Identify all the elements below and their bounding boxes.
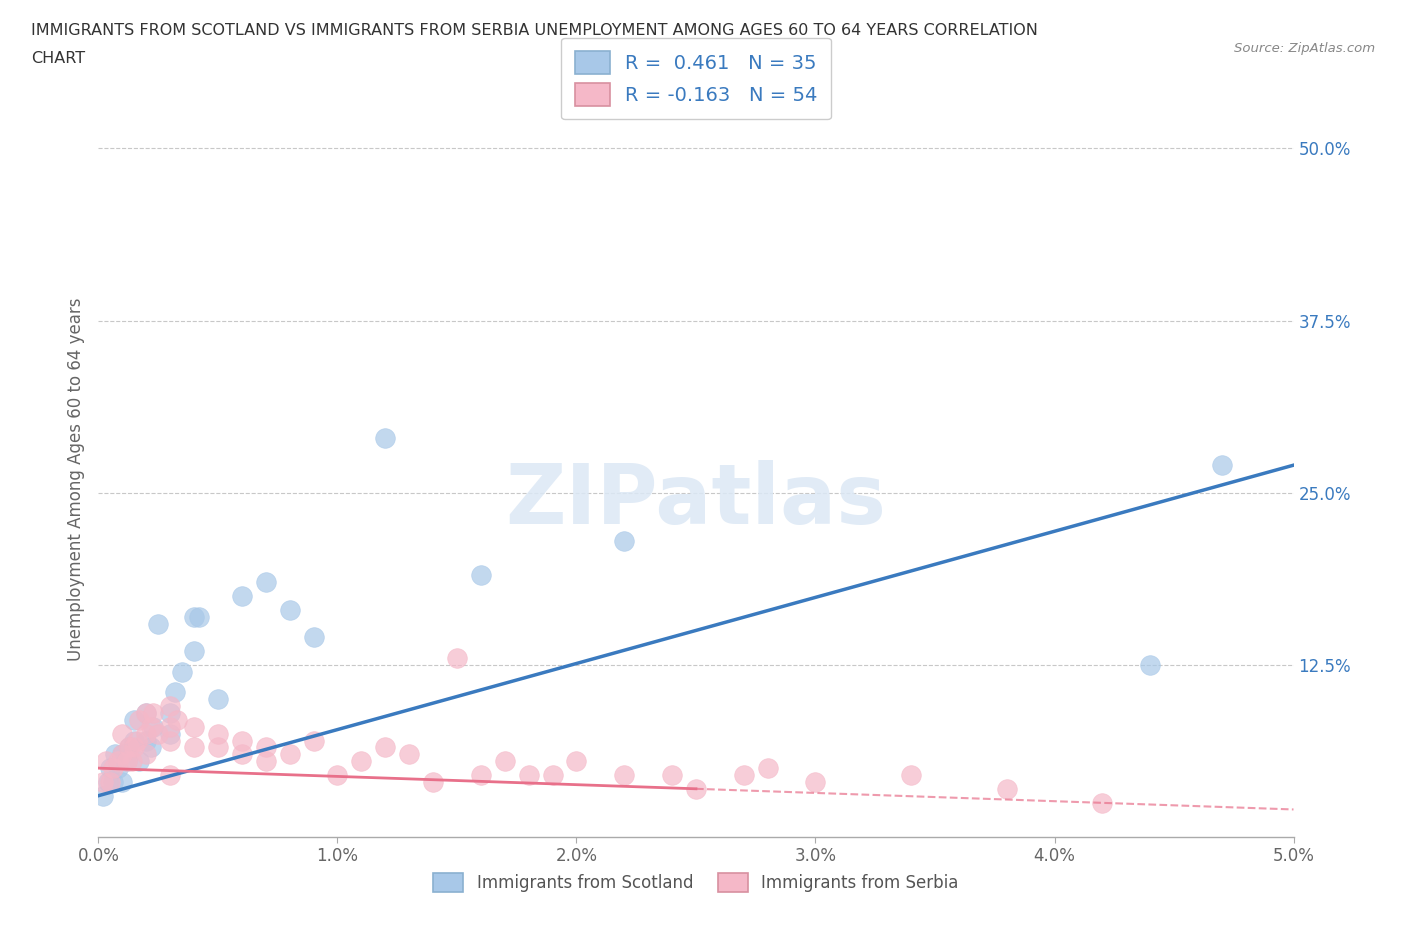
Point	[135, 726, 157, 741]
Point	[104, 747, 127, 762]
Point	[422, 775, 444, 790]
Point	[124, 740, 146, 755]
Point	[374, 431, 396, 445]
Text: ZIPatlas: ZIPatlas	[506, 460, 886, 541]
Point	[302, 630, 325, 644]
Point	[207, 726, 229, 741]
Point	[326, 767, 349, 782]
Point	[183, 720, 205, 735]
Legend: Immigrants from Scotland, Immigrants from Serbia: Immigrants from Scotland, Immigrants fro…	[425, 864, 967, 900]
Point	[470, 568, 492, 583]
Point	[91, 789, 114, 804]
Point	[446, 651, 468, 666]
Point	[121, 754, 143, 769]
Point	[101, 761, 124, 776]
Point	[124, 712, 146, 727]
Point	[135, 747, 157, 762]
Point	[159, 726, 181, 741]
Point	[135, 706, 157, 721]
Point	[995, 781, 1018, 796]
Point	[115, 754, 138, 769]
Y-axis label: Unemployment Among Ages 60 to 64 years: Unemployment Among Ages 60 to 64 years	[66, 298, 84, 660]
Point	[139, 740, 162, 755]
Point	[159, 720, 181, 735]
Point	[231, 747, 253, 762]
Point	[98, 761, 122, 776]
Point	[1091, 795, 1114, 810]
Point	[115, 754, 138, 769]
Point	[733, 767, 755, 782]
Point	[207, 740, 229, 755]
Point	[350, 754, 373, 769]
Point	[231, 733, 253, 748]
Point	[661, 767, 683, 782]
Point	[278, 747, 301, 762]
Point	[804, 775, 827, 790]
Point	[142, 720, 165, 735]
Point	[125, 733, 148, 748]
Point	[302, 733, 325, 748]
Point	[685, 781, 707, 796]
Point	[254, 754, 277, 769]
Point	[111, 775, 134, 790]
Point	[98, 775, 122, 790]
Text: CHART: CHART	[31, 51, 84, 66]
Point	[398, 747, 420, 762]
Point	[613, 767, 636, 782]
Point	[163, 685, 186, 700]
Point	[541, 767, 564, 782]
Point	[148, 726, 170, 741]
Point	[124, 733, 146, 748]
Point	[107, 761, 129, 776]
Point	[183, 740, 205, 755]
Point	[94, 754, 117, 769]
Point	[142, 706, 165, 721]
Point	[494, 754, 516, 769]
Point	[254, 575, 277, 590]
Point	[374, 740, 396, 755]
Point	[254, 740, 277, 755]
Point	[159, 698, 181, 713]
Point	[159, 733, 181, 748]
Point	[97, 775, 120, 790]
Point	[517, 767, 540, 782]
Point	[111, 747, 134, 762]
Point	[111, 726, 134, 741]
Point	[159, 706, 181, 721]
Point	[278, 603, 301, 618]
Text: Source: ZipAtlas.com: Source: ZipAtlas.com	[1234, 42, 1375, 55]
Point	[148, 616, 170, 631]
Point	[1139, 658, 1161, 672]
Point	[613, 534, 636, 549]
Point	[111, 747, 134, 762]
Point	[101, 775, 124, 790]
Point	[166, 712, 188, 727]
Point	[900, 767, 922, 782]
Point	[187, 609, 209, 624]
Text: IMMIGRANTS FROM SCOTLAND VS IMMIGRANTS FROM SERBIA UNEMPLOYMENT AMONG AGES 60 TO: IMMIGRANTS FROM SCOTLAND VS IMMIGRANTS F…	[31, 23, 1038, 38]
Point	[172, 664, 194, 679]
Point	[118, 740, 141, 755]
Point	[91, 775, 114, 790]
Point	[231, 589, 253, 604]
Point	[756, 761, 779, 776]
Point	[107, 754, 129, 769]
Point	[207, 692, 229, 707]
Point	[565, 754, 588, 769]
Point	[470, 767, 492, 782]
Point	[183, 644, 205, 658]
Point	[128, 754, 150, 769]
Point	[135, 706, 157, 721]
Point	[183, 609, 205, 624]
Point	[159, 767, 181, 782]
Point	[128, 712, 150, 727]
Point	[139, 720, 162, 735]
Point	[135, 733, 157, 748]
Point	[118, 740, 141, 755]
Point	[1211, 458, 1233, 472]
